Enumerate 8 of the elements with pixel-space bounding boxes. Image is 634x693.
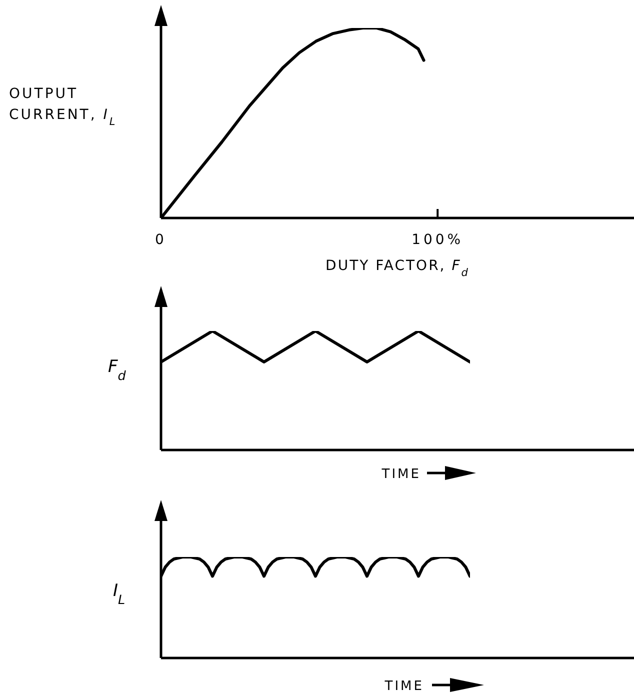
y-axis-title: F$_{d}$ bbox=[108, 357, 127, 384]
x-axis-title: DUTY FACTOR, F$_{d}$ bbox=[326, 258, 470, 279]
x-axis-title: TIME bbox=[384, 679, 424, 693]
x-axis-title: TIME bbox=[380, 467, 421, 482]
x-tick-label: 0 bbox=[155, 232, 167, 248]
y-axis-title: OUTPUT CURRENT, I$_{L}$ bbox=[9, 86, 118, 128]
x-tick-label: 100% bbox=[412, 232, 464, 248]
y-axis-title: I$_{L}$ bbox=[113, 581, 126, 608]
